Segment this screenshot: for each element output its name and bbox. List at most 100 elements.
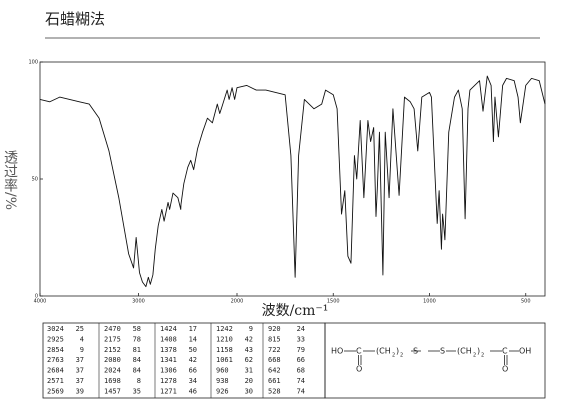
wavenumber-cell: 926: [216, 387, 229, 395]
transmittance-cell: 24: [297, 325, 305, 333]
wavenumber-cell: 1341: [160, 356, 177, 364]
transmittance-cell: 14: [189, 335, 197, 343]
structure-text: C: [356, 347, 362, 356]
transmittance-cell: 58: [133, 325, 141, 333]
peak-table-frame: [42, 322, 326, 399]
transmittance-cell: 74: [297, 387, 305, 395]
structure-text: 2: [392, 353, 395, 359]
transmittance-cell: 4: [80, 335, 84, 343]
wavenumber-cell: 2175: [104, 335, 121, 343]
transmittance-cell: 50: [189, 346, 197, 354]
wavenumber-cell: 1424: [160, 325, 177, 333]
transmittance-cell: 37: [76, 367, 84, 375]
transmittance-cell: 37: [76, 377, 84, 385]
spectrum-line: [39, 75, 546, 288]
y-tick-label: 100: [28, 60, 38, 66]
wavenumber-cell: 2763: [47, 356, 64, 364]
transmittance-cell: 66: [189, 367, 197, 375]
structure-text: S: [440, 347, 445, 356]
wavenumber-cell: 960: [216, 367, 229, 375]
wavenumber-cell: 2569: [47, 387, 64, 395]
wavenumber-cell: 2684: [47, 367, 64, 375]
wavenumber-cell: 2470: [104, 325, 121, 333]
structure-text: 2: [473, 353, 476, 359]
structure-text: 2: [400, 353, 403, 359]
structure-bonds: [344, 350, 519, 365]
transmittance-cell: 34: [189, 377, 197, 385]
structure-text: O: [356, 365, 362, 374]
structure-text: (CH: [376, 347, 391, 356]
transmittance-cell: 68: [297, 367, 305, 375]
wavenumber-cell: 3024: [47, 325, 64, 333]
wavenumber-cell: 815: [268, 335, 281, 343]
transmittance-cell: 37: [76, 356, 84, 364]
structure-text: OH: [519, 347, 531, 356]
transmittance-cell: 30: [245, 387, 253, 395]
wavenumber-cell: 1306: [160, 367, 177, 375]
wavenumber-cell: 1242: [216, 325, 233, 333]
transmittance-cell: 8: [137, 377, 141, 385]
structure-text: 2: [481, 353, 484, 359]
transmittance-cell: 20: [245, 377, 253, 385]
wavenumber-cell: 642: [268, 367, 281, 375]
title: 石蜡糊法: [45, 10, 105, 28]
wavenumber-cell: 1271: [160, 387, 177, 395]
wavenumber-cell: 668: [268, 356, 281, 364]
structure-text: O: [502, 365, 508, 374]
wavenumber-cell: 1378: [160, 346, 177, 354]
structure-text: (CH: [457, 347, 472, 356]
wavenumber-cell: 1698: [104, 377, 121, 385]
transmittance-cell: 74: [297, 377, 305, 385]
wavenumber-cell: 920: [268, 325, 281, 333]
wavenumber-cell: 1158: [216, 346, 233, 354]
wavenumber-cell: 2571: [47, 377, 64, 385]
transmittance-cell: 42: [189, 356, 197, 364]
transmittance-cell: 66: [297, 356, 305, 364]
transmittance-cell: 33: [297, 335, 305, 343]
structure-frame: [324, 322, 546, 399]
wavenumber-cell: 938: [216, 377, 229, 385]
wavenumber-cell: 2152: [104, 346, 121, 354]
y-tick-label: 50: [32, 177, 38, 183]
wavenumber-cell: 1061: [216, 356, 233, 364]
y-tick-label: 0: [35, 294, 38, 300]
transmittance-cell: 9: [80, 346, 84, 354]
transmittance-cell: 81: [133, 346, 141, 354]
x-axis-label: 波数/cm⁻¹: [262, 303, 329, 319]
transmittance-cell: 39: [76, 387, 84, 395]
wavenumber-cell: 528: [268, 387, 281, 395]
wavenumber-cell: 1457: [104, 387, 121, 395]
wavenumber-cell: 1408: [160, 335, 177, 343]
transmittance-cell: 17: [189, 325, 197, 333]
structure-text: ): [477, 347, 480, 356]
x-tick-label: 1000: [423, 299, 436, 305]
wavenumber-cell: 722: [268, 346, 281, 354]
transmittance-cell: 35: [133, 387, 141, 395]
transmittance-cell: 46: [189, 387, 197, 395]
transmittance-cell: 84: [133, 356, 141, 364]
transmittance-cell: 62: [245, 356, 253, 364]
x-tick-label: 1500: [327, 299, 340, 305]
transmittance-cell: 9: [249, 325, 253, 333]
transmittance-cell: 84: [133, 367, 141, 375]
structure-text: HO: [331, 347, 343, 356]
wavenumber-cell: 1210: [216, 335, 233, 343]
wavenumber-cell: 1278: [160, 377, 177, 385]
transmittance-cell: 43: [245, 346, 253, 354]
transmittance-cell: 31: [245, 367, 253, 375]
structure-text: S: [413, 347, 418, 356]
wavenumber-cell: 2024: [104, 367, 121, 375]
x-tick-label: 4000: [34, 299, 47, 305]
structure-text: ): [396, 347, 399, 356]
wavenumber-cell: 2925: [47, 335, 64, 343]
wavenumber-cell: 661: [268, 377, 281, 385]
x-tick-label: 500: [521, 299, 531, 305]
x-tick-label: 3000: [132, 299, 145, 305]
transmittance-cell: 79: [297, 346, 305, 354]
transmittance-cell: 78: [133, 335, 141, 343]
structure-text: C: [502, 347, 508, 356]
wavenumber-cell: 2080: [104, 356, 121, 364]
y-axis-label: 透过率/%: [2, 150, 18, 210]
transmittance-cell: 42: [245, 335, 253, 343]
